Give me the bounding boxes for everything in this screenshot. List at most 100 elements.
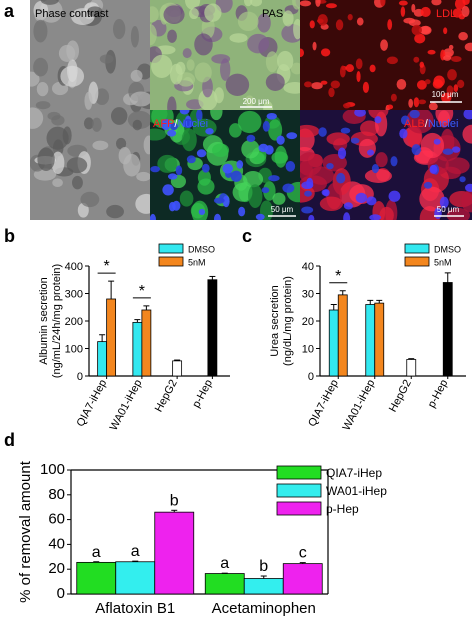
texture-blob [439, 196, 449, 209]
texture-blob [461, 190, 472, 213]
y-tick-label: 80 [48, 486, 65, 503]
texture-blob [342, 102, 351, 109]
texture-blob [175, 165, 183, 176]
texture-blob [47, 111, 61, 121]
panel-letter-b: b [4, 226, 15, 246]
legend-label: DMSO [188, 245, 215, 255]
texture-blob [300, 152, 322, 177]
texture-blob [368, 110, 389, 119]
texture-blob [418, 99, 427, 105]
texture-blob [309, 20, 315, 29]
texture-blob [189, 8, 199, 20]
texture-blob [413, 56, 420, 63]
texture-blob [282, 183, 295, 193]
texture-blob [150, 24, 157, 46]
texture-blob [242, 170, 264, 188]
texture-blob [263, 181, 276, 201]
texture-blob [277, 50, 294, 72]
texture-blob [447, 69, 457, 81]
x-tick-label: WA01-iHep [341, 378, 378, 433]
texture-blob [462, 124, 472, 144]
y-tick-label: 40 [48, 535, 65, 552]
texture-blob [390, 156, 398, 167]
x-tick-label: WA01-iHep [108, 378, 145, 433]
texture-blob [356, 17, 364, 26]
micrograph-afp-nuclei: AFP/Nuclei 50 μm [150, 110, 300, 220]
group-letter: a [92, 544, 101, 561]
texture-blob [358, 138, 376, 158]
texture-blob [400, 115, 410, 125]
texture-blob [255, 213, 265, 220]
texture-blob [339, 65, 346, 78]
texture-blob [261, 187, 270, 194]
texture-blob [262, 120, 270, 132]
texture-blob [175, 61, 186, 75]
texture-blob [409, 110, 420, 119]
texture-blob [179, 190, 194, 207]
texture-blob [379, 206, 394, 220]
texture-blob [58, 44, 76, 62]
texture-blob [282, 10, 294, 27]
texture-blob [167, 129, 177, 137]
micrograph-alb-nuclei: ALB/Nuclei 50 μm [300, 110, 472, 220]
texture-blob [130, 69, 143, 82]
texture-blob [459, 176, 466, 183]
y-tick-label: 40 [302, 261, 314, 273]
texture-blob [411, 24, 422, 36]
texture-blob [350, 137, 360, 144]
texture-blob [250, 0, 263, 7]
texture-blob [366, 196, 377, 206]
texture-blob [150, 128, 167, 141]
texture-blob [445, 157, 470, 175]
texture-blob [276, 135, 285, 145]
texture-blob [167, 29, 177, 43]
texture-blob [230, 170, 242, 182]
bar [365, 304, 376, 377]
texture-blob [465, 183, 472, 192]
texture-blob [462, 0, 470, 6]
legend-label: 5nM [188, 258, 206, 268]
bar [374, 302, 385, 377]
x-tick-label: Acetaminophen [212, 600, 316, 617]
texture-blob [375, 152, 388, 168]
texture-blob [247, 33, 270, 54]
texture-blob [343, 212, 351, 220]
legend-swatch [276, 465, 322, 480]
texture-blob [186, 155, 196, 164]
texture-blob [413, 97, 420, 108]
y-axis-label: (ng/mL/24h/mg protein) [51, 264, 63, 378]
texture-blob [205, 128, 214, 135]
legend-swatch [404, 243, 430, 254]
bar [204, 573, 245, 595]
texture-blob [340, 127, 351, 134]
afp-nuclei-label: AFP/Nuclei [153, 118, 208, 130]
bar [132, 321, 143, 377]
texture-blob [433, 138, 441, 145]
texture-blob [167, 173, 178, 180]
texture-blob [319, 196, 344, 212]
chart-albumin-secretion: 0 100 200 300 400 QIA7-iHep * WA01-iHep * HepG2 p-… [38, 243, 230, 433]
texture-blob [453, 84, 459, 92]
legend-label: QIA7-iHep [326, 466, 382, 480]
texture-blob [398, 0, 408, 6]
texture-blob [40, 0, 59, 5]
texture-blob [194, 33, 213, 56]
texture-blob [80, 191, 100, 208]
texture-blob [364, 168, 392, 183]
texture-blob [241, 139, 260, 159]
texture-blob [196, 149, 207, 158]
texture-blob [446, 207, 470, 220]
y-tick-label: 60 [48, 511, 65, 528]
afp-nuclei-word: Nuclei [177, 118, 208, 130]
texture-blob [451, 146, 461, 153]
texture-blob [257, 13, 271, 33]
phase-image-bg [30, 0, 150, 220]
texture-blob [419, 61, 425, 68]
texture-blob [367, 149, 375, 156]
texture-blob [423, 181, 433, 189]
y-axis-label: (ng/dL/mg protein) [282, 276, 294, 366]
texture-blob [457, 79, 465, 89]
texture-blob [354, 110, 366, 117]
panel-letter-d: d [4, 430, 15, 450]
texture-blob [92, 140, 109, 151]
